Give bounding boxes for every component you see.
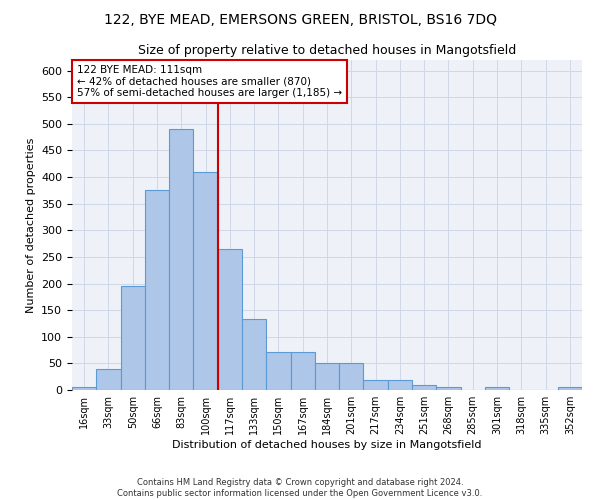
Bar xyxy=(266,352,290,390)
Text: 122, BYE MEAD, EMERSONS GREEN, BRISTOL, BS16 7DQ: 122, BYE MEAD, EMERSONS GREEN, BRISTOL, … xyxy=(104,12,497,26)
Bar xyxy=(193,172,218,390)
Bar xyxy=(72,388,96,390)
Text: 122 BYE MEAD: 111sqm
← 42% of detached houses are smaller (870)
57% of semi-deta: 122 BYE MEAD: 111sqm ← 42% of detached h… xyxy=(77,65,342,98)
Bar xyxy=(169,129,193,390)
Bar xyxy=(242,319,266,390)
Bar xyxy=(315,364,339,390)
Bar xyxy=(96,368,121,390)
Bar xyxy=(412,384,436,390)
Bar xyxy=(485,388,509,390)
Bar xyxy=(121,286,145,390)
Bar xyxy=(364,380,388,390)
Text: Contains HM Land Registry data © Crown copyright and database right 2024.
Contai: Contains HM Land Registry data © Crown c… xyxy=(118,478,482,498)
Bar xyxy=(145,190,169,390)
Title: Size of property relative to detached houses in Mangotsfield: Size of property relative to detached ho… xyxy=(138,44,516,58)
Y-axis label: Number of detached properties: Number of detached properties xyxy=(26,138,35,312)
X-axis label: Distribution of detached houses by size in Mangotsfield: Distribution of detached houses by size … xyxy=(172,440,482,450)
Bar xyxy=(558,388,582,390)
Bar xyxy=(339,364,364,390)
Bar xyxy=(290,352,315,390)
Bar xyxy=(436,388,461,390)
Bar xyxy=(388,380,412,390)
Bar xyxy=(218,249,242,390)
